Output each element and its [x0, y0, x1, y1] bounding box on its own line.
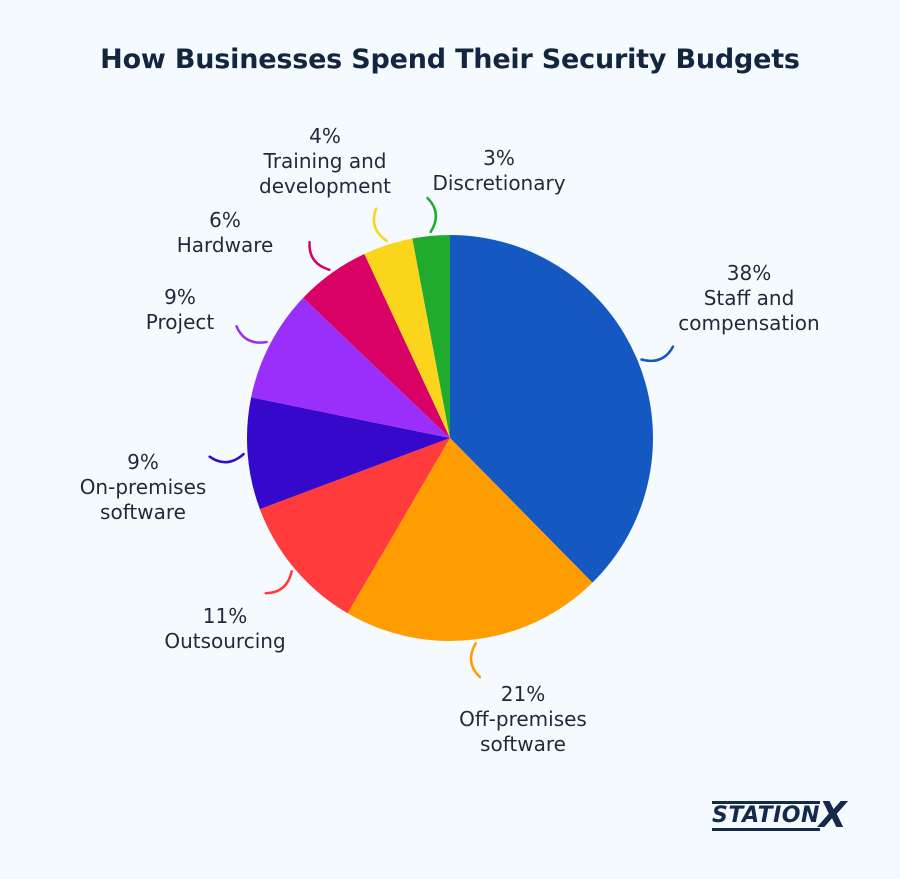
slice-name: software [480, 732, 566, 756]
pie-slice-discretionary [412, 235, 450, 438]
pie-slice-on-premises-software [246, 397, 450, 510]
logo-x-mark: X [818, 795, 847, 836]
slice-label: 11% Outsourcing [164, 604, 285, 653]
leader-line [235, 325, 268, 344]
pie-slice-outsourcing [259, 438, 450, 614]
slice-name: Hardware [177, 233, 274, 257]
slice-label: 38% Staff and compensation [678, 261, 819, 335]
slice-percent: 9% [164, 285, 196, 309]
slice-percent: 4% [309, 124, 341, 148]
leader-line [264, 570, 293, 595]
slice-label: 9% Project [146, 285, 215, 334]
slice-name: Training and [263, 149, 387, 173]
logo-wordmark: STATION [712, 801, 820, 831]
slice-percent: 9% [127, 450, 159, 474]
leader-line [640, 345, 675, 363]
pie-slice-hardware [303, 253, 450, 438]
slice-name: On-premises [80, 475, 207, 499]
slice-name: Outsourcing [164, 629, 285, 653]
pie-slice-off-premises-software [347, 438, 593, 641]
slice-name: compensation [678, 311, 819, 335]
slice-percent: 3% [483, 146, 515, 170]
leader-line [208, 452, 245, 464]
slice-label: 4% Training and development [259, 124, 391, 198]
leader-line [308, 240, 331, 272]
chart-title: How Businesses Spend Their Security Budg… [100, 44, 800, 75]
slice-percent: 21% [501, 682, 545, 706]
slice-name: development [259, 174, 391, 198]
slice-label: 21% Off-premises software [459, 682, 587, 756]
slice-label: 9% On-premises software [80, 450, 207, 524]
slice-label: 6% Hardware [177, 208, 274, 257]
slice-percent: 38% [727, 261, 771, 285]
leader-line [426, 196, 438, 234]
slice-name: Staff and [704, 286, 795, 310]
slice-name: Project [146, 310, 215, 334]
slice-percent: 6% [209, 208, 241, 232]
pie-slice-project [251, 297, 450, 438]
slice-label: 3% Discretionary [432, 146, 565, 195]
slice-name: Off-premises [459, 707, 587, 731]
pie-slice-staff-and-compensation [450, 235, 653, 583]
slice-percent: 11% [203, 604, 247, 628]
leader-line [469, 642, 482, 679]
leader-line [372, 207, 388, 243]
slice-name: software [100, 500, 186, 524]
pie-slice-training-and-development [364, 238, 450, 438]
stationx-logo: STATION X [712, 795, 847, 836]
slice-name: Discretionary [432, 171, 565, 195]
